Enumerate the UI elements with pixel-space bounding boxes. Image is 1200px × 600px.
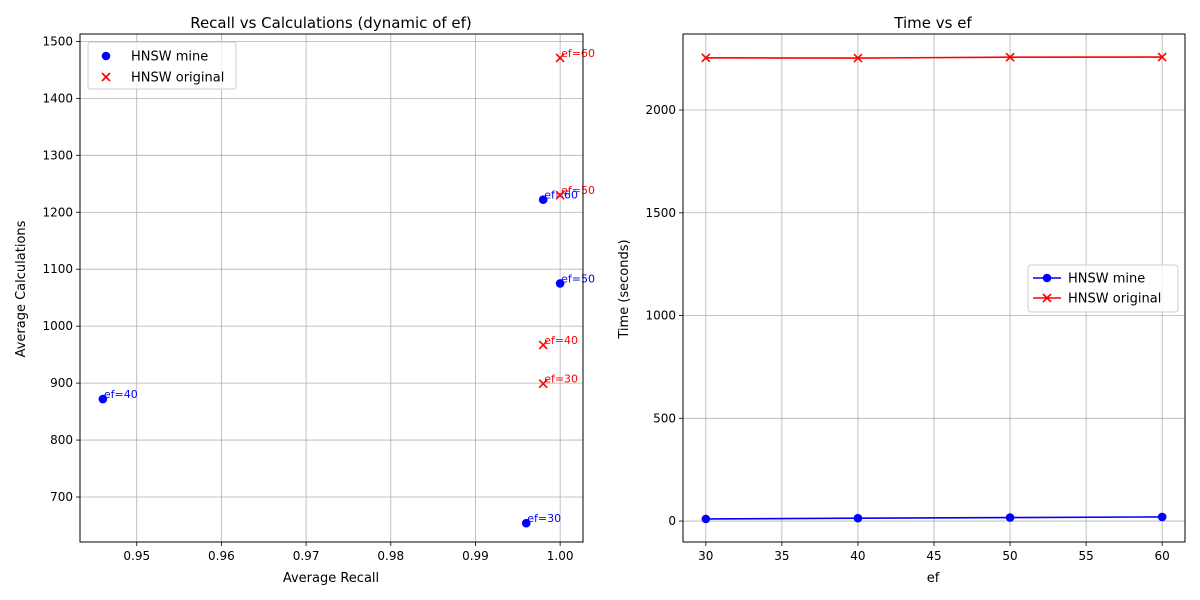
x-tick-label: 35: [774, 549, 789, 563]
y-tick-label: 900: [50, 376, 73, 390]
y-tick-label: 0: [668, 514, 676, 528]
x-marker-stroke: [555, 53, 565, 63]
y-tick-label: 2000: [645, 103, 676, 117]
series-hnsw-original: [701, 52, 1167, 63]
grid: [80, 34, 583, 542]
x-tick-label: 0.98: [377, 549, 404, 563]
series-hnsw-original: ef=30 ef=40 ef=50 ef=60: [538, 47, 595, 389]
point-annotation: ef=50: [561, 184, 595, 197]
legend-marker: [101, 51, 111, 61]
axis-ticks: 30 35 40 45 50 55 60 0 500 1000 1500 2000: [645, 103, 1169, 563]
x-marker-stroke: [538, 379, 548, 389]
data-point: [521, 518, 531, 528]
x-tick-label: 60: [1155, 549, 1170, 563]
data-point: [1157, 512, 1167, 522]
data-point: [98, 394, 108, 404]
x-marker-stroke: [701, 53, 711, 63]
legend-item-hnsw-mine: HNSW mine: [101, 50, 208, 65]
legend-label: HNSW original: [131, 71, 224, 86]
recall-vs-calculations-chart: Recall vs Calculations (dynamic of ef) A…: [14, 14, 595, 586]
x-tick-label: 50: [1002, 549, 1017, 563]
y-tick-label: 800: [50, 433, 73, 447]
legend-item-hnsw-original: HNSW original: [101, 71, 224, 86]
y-tick-label: 1100: [42, 262, 73, 276]
series-hnsw-mine: [701, 512, 1167, 524]
legend: HNSW mine HNSW original: [87, 41, 237, 90]
point-annotation: ef=50: [561, 272, 595, 285]
time-vs-ef-chart: Time vs ef ef Time (seconds) 30 35 40 45 50 5…: [617, 14, 1186, 586]
y-axis-label: Time (seconds): [617, 239, 632, 339]
legend-label: HNSW mine: [131, 50, 208, 65]
x-tick-label: 55: [1078, 549, 1093, 563]
y-tick-label: 1400: [42, 91, 73, 105]
data-point: [853, 53, 863, 63]
plot-frame: [682, 33, 1186, 543]
y-tick-label: 1000: [42, 319, 73, 333]
y-tick-label: 1500: [645, 206, 676, 220]
data-point: [538, 379, 548, 389]
point-annotation: ef=60: [561, 47, 595, 60]
data-point: [1157, 52, 1167, 62]
series-line: [705, 56, 1163, 59]
legend-item-hnsw-original: HNSW original: [1033, 292, 1161, 307]
legend-label: HNSW original: [1068, 292, 1161, 307]
legend-label: HNSW mine: [1068, 272, 1145, 287]
data-point: [701, 514, 711, 524]
data-point: [853, 513, 863, 523]
plot-frame: [79, 33, 584, 543]
y-tick-label: 700: [50, 490, 73, 504]
series-line: [705, 516, 1163, 520]
x-tick-label: 0.97: [293, 549, 320, 563]
x-tick-label: 0.95: [123, 549, 150, 563]
x-axis-label: ef: [927, 571, 940, 586]
x-tick-label: 0.99: [462, 549, 489, 563]
x-tick-label: 1.00: [547, 549, 574, 563]
grid: [683, 34, 1185, 542]
axis-ticks: 0.95 0.96 0.97 0.98 0.99 1.00 700 800 900 1000 110…: [42, 34, 573, 563]
x-marker-stroke: [1157, 52, 1167, 62]
y-tick-label: 1200: [42, 205, 73, 219]
y-tick-label: 1300: [42, 148, 73, 162]
x-marker-stroke: [101, 72, 111, 82]
legend-marker: [1042, 293, 1052, 303]
x-marker-stroke: [538, 340, 548, 350]
y-tick-label: 1500: [42, 34, 73, 48]
chart-title: Time vs ef: [893, 14, 972, 32]
data-point: [538, 195, 548, 205]
data-point: [555, 190, 565, 200]
legend-box: [1027, 264, 1179, 313]
point-annotation: ef=30: [527, 512, 561, 525]
x-marker-stroke: [555, 190, 565, 200]
point-annotation: ef=40: [544, 334, 578, 347]
x-tick-label: 30: [698, 549, 713, 563]
x-marker-stroke: [1005, 52, 1015, 62]
data-point: [1005, 513, 1015, 522]
y-axis-label: Average Calculations: [14, 220, 29, 357]
x-tick-label: 40: [850, 549, 865, 563]
legend-marker: [1042, 273, 1052, 283]
data-point: [555, 279, 565, 288]
x-tick-label: 45: [926, 549, 941, 563]
point-annotation: ef=30: [544, 373, 578, 386]
y-tick-label: 1000: [645, 309, 676, 323]
x-axis-label: Average Recall: [283, 571, 379, 586]
y-tick-label: 500: [653, 411, 676, 425]
legend-box: [87, 41, 237, 90]
x-tick-label: 0.96: [208, 549, 235, 563]
data-point: [538, 340, 548, 350]
legend-item-hnsw-mine: HNSW mine: [1033, 272, 1145, 287]
point-annotation: ef=40: [104, 388, 138, 401]
data-point: [555, 53, 565, 63]
x-marker-stroke: [1042, 293, 1052, 303]
x-marker-stroke: [853, 53, 863, 63]
data-point: [1005, 52, 1015, 62]
legend-marker: [101, 72, 111, 82]
data-point: [701, 53, 711, 63]
chart-title: Recall vs Calculations (dynamic of ef): [190, 14, 472, 32]
plot-marks: [701, 52, 1167, 524]
legend: HNSW mine HNSW original: [1027, 264, 1179, 313]
